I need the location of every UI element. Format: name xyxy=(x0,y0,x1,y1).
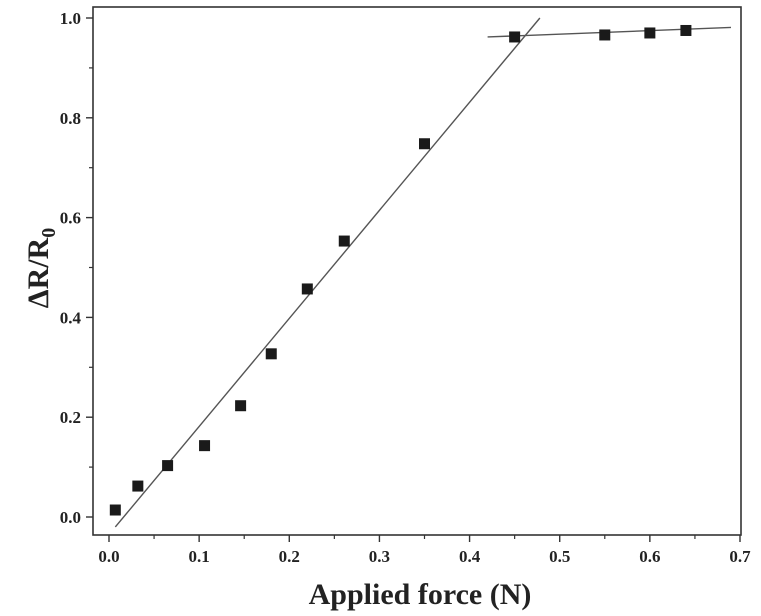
x-tick-label: 0.0 xyxy=(98,547,119,566)
x-tick-label: 0.4 xyxy=(459,547,481,566)
x-axis-ticks: 0.0 0.1 0.2 0.3 0.4 0.5 0.6 0.7 xyxy=(98,535,751,566)
y-axis-ticks: 0.0 0.2 0.4 0.6 0.8 1.0 xyxy=(60,9,93,527)
plot-frame xyxy=(93,7,741,535)
data-point xyxy=(599,29,610,40)
data-point xyxy=(162,460,173,471)
data-point xyxy=(419,138,430,149)
data-point xyxy=(680,25,691,36)
x-tick-label: 0.5 xyxy=(549,547,570,566)
data-point xyxy=(266,348,277,359)
data-point xyxy=(302,283,313,294)
y-axis-title: ΔR/R0 xyxy=(22,228,60,308)
x-axis-title: Applied force (N) xyxy=(309,578,532,611)
fit-line xyxy=(115,18,540,527)
data-point xyxy=(235,400,246,411)
data-point xyxy=(339,236,350,247)
data-point xyxy=(199,440,210,451)
y-tick-label: 0.6 xyxy=(60,209,81,228)
y-tick-label: 0.8 xyxy=(60,109,81,128)
x-tick-label: 0.6 xyxy=(639,547,660,566)
y-tick-label: 1.0 xyxy=(60,9,81,28)
y-axis-title-subscript: 0 xyxy=(38,228,60,238)
y-tick-label: 0.4 xyxy=(60,308,82,327)
y-tick-label: 0.0 xyxy=(60,508,81,527)
x-tick-label: 0.7 xyxy=(729,547,751,566)
data-point xyxy=(110,505,121,516)
data-point xyxy=(509,31,520,42)
x-tick-label: 0.2 xyxy=(279,547,300,566)
data-points xyxy=(110,25,692,516)
x-tick-label: 0.1 xyxy=(189,547,210,566)
y-axis-title-main: ΔR/R xyxy=(22,237,55,308)
data-point xyxy=(644,27,655,38)
x-tick-label: 0.3 xyxy=(369,547,390,566)
data-point xyxy=(132,481,143,492)
y-tick-label: 0.2 xyxy=(60,408,81,427)
plot-border xyxy=(93,7,741,535)
